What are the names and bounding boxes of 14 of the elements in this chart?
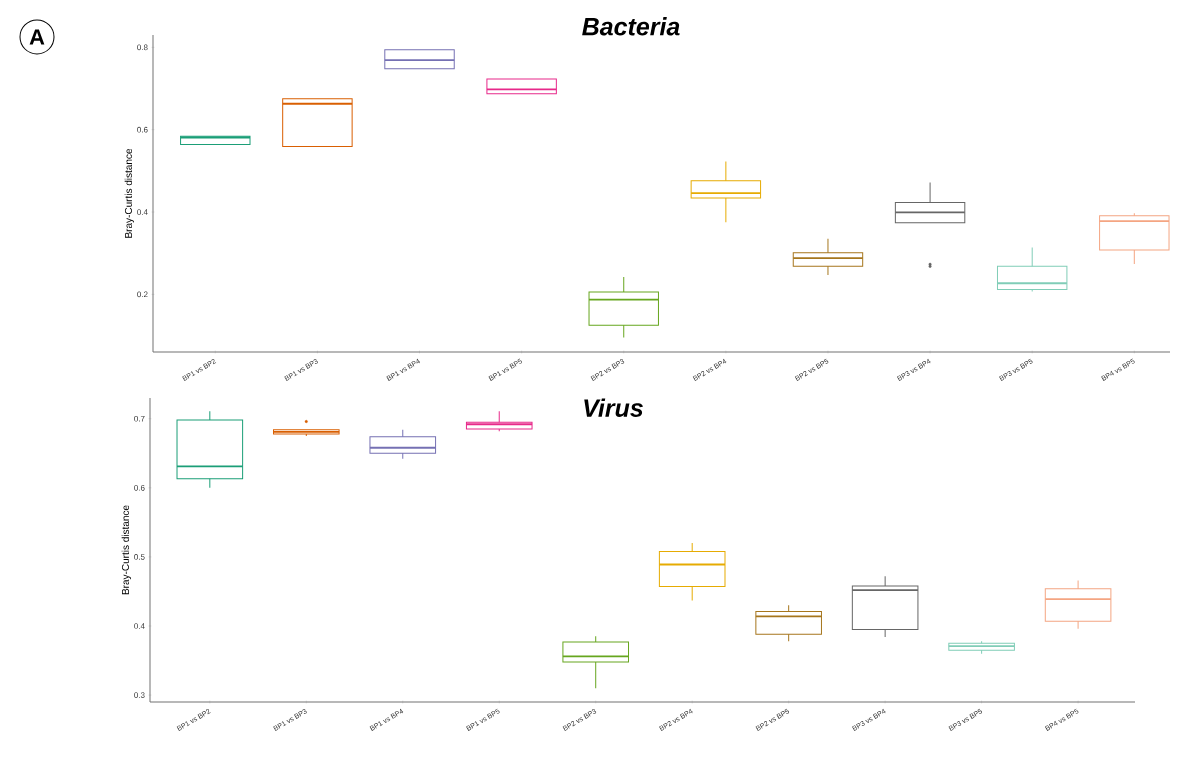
y-tick-label: 0.3 [134,692,145,698]
y-tick-label: 0.7 [134,415,145,422]
y-tick-label: 0.6 [137,126,148,133]
chart-title: Bacteria [582,17,680,36]
y-tick-label: 0.4 [134,623,145,629]
y-tick-label: 0.4 [137,209,148,215]
text: A [29,29,45,45]
chart-title: Virus [584,398,643,417]
y-tick-label: 0.6 [134,484,145,491]
y-tick-label: 0.5 [134,554,145,560]
y-tick-label: 0.8 [137,44,148,51]
y-axis-title: Bray-Curtis distance [124,148,134,238]
y-tick-label: 0.2 [137,291,148,298]
y-axis-title: Bray-Curtis distance [121,505,131,595]
